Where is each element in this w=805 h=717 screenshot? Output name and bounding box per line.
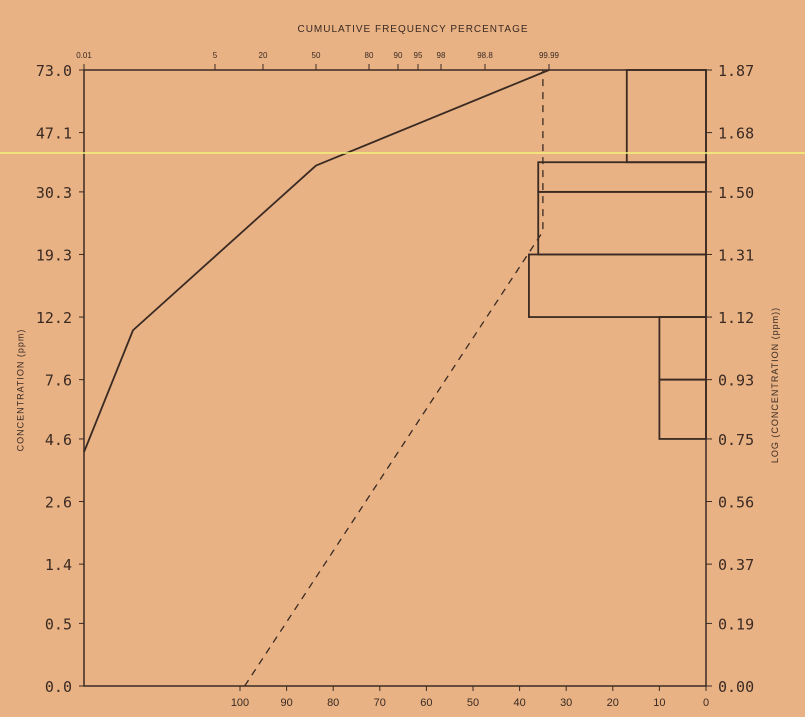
histogram-bar bbox=[528, 253, 707, 318]
right-tick-label: 0.75 bbox=[718, 431, 754, 449]
left-tick-label: 19.3 bbox=[36, 246, 72, 264]
right-tick-label: 0.00 bbox=[718, 678, 754, 696]
top-tick-label: 99.99 bbox=[539, 51, 560, 60]
top-tick-label: 95 bbox=[414, 51, 423, 60]
top-tick-label: 5 bbox=[213, 51, 218, 60]
left-tick-label: 0.5 bbox=[45, 615, 72, 633]
left-axis-label: CONCENTRATION (ppm) bbox=[14, 328, 25, 452]
bottom-tick-label: 90 bbox=[280, 697, 292, 709]
left-tick-label: 73.0 bbox=[36, 62, 72, 80]
top-tick-label: 0.01 bbox=[76, 51, 92, 60]
left-tick-label: 7.6 bbox=[45, 372, 72, 390]
right-tick-label: 1.50 bbox=[718, 184, 754, 202]
left-tick-label: 12.2 bbox=[36, 309, 72, 327]
histogram-bar bbox=[658, 378, 707, 440]
bottom-tick-label: 40 bbox=[513, 697, 525, 709]
bottom-tick-label: 20 bbox=[607, 697, 619, 709]
left-tick-label: 0.0 bbox=[45, 678, 72, 696]
right-tick-label: 1.87 bbox=[718, 62, 754, 80]
right-tick-label: 1.31 bbox=[718, 246, 754, 264]
top-tick-label: 98.8 bbox=[477, 51, 493, 60]
bottom-tick-label: 50 bbox=[467, 697, 479, 709]
bottom-tick-label: 30 bbox=[560, 697, 572, 709]
right-axis-label: LOG (CONCENTRATION (ppm)) bbox=[770, 306, 781, 464]
right-tick-label: 0.93 bbox=[718, 372, 754, 390]
right-tick-label: 1.12 bbox=[718, 309, 754, 327]
histogram-bar bbox=[658, 316, 707, 381]
bottom-tick-label: 70 bbox=[374, 697, 386, 709]
histogram-bar bbox=[537, 190, 707, 256]
top-tick-label: 90 bbox=[394, 51, 403, 60]
left-tick-label: 2.6 bbox=[45, 494, 72, 512]
right-tick-label: 0.19 bbox=[718, 615, 754, 633]
top-tick-label: 20 bbox=[259, 51, 268, 60]
top-tick-label: 50 bbox=[312, 51, 321, 60]
left-tick-label: 4.6 bbox=[45, 431, 72, 449]
left-tick-label: 30.3 bbox=[36, 184, 72, 202]
top-tick-label: 80 bbox=[365, 51, 374, 60]
bottom-tick-label: 80 bbox=[327, 697, 339, 709]
dashed-reference-line bbox=[244, 70, 544, 687]
left-tick-label: 47.1 bbox=[36, 125, 72, 143]
histogram-bar bbox=[625, 69, 707, 164]
cumulative-curve bbox=[83, 69, 550, 453]
left-tick-label: 1.4 bbox=[45, 556, 72, 574]
bottom-tick-label: 0 bbox=[703, 697, 709, 709]
top-tick-label: 98 bbox=[437, 51, 446, 60]
bottom-tick-label: 10 bbox=[653, 697, 665, 709]
right-tick-label: 0.37 bbox=[718, 556, 754, 574]
top-axis-title: CUMULATIVE FREQUENCY PERCENTAGE bbox=[297, 24, 528, 35]
histogram-bar bbox=[537, 161, 707, 193]
right-tick-label: 0.56 bbox=[718, 494, 754, 512]
bottom-tick-label: 100 bbox=[231, 697, 249, 709]
right-tick-label: 1.68 bbox=[718, 125, 754, 143]
bottom-tick-label: 60 bbox=[420, 697, 432, 709]
